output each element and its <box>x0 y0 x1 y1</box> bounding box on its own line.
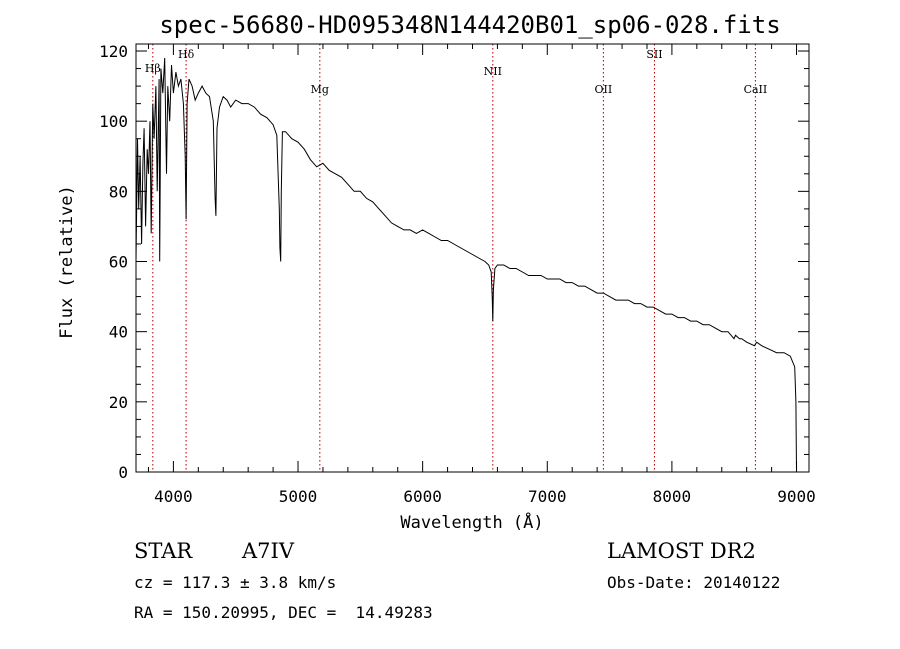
x-tick-label: 6000 <box>403 487 442 506</box>
x-tick-label: 4000 <box>154 487 193 506</box>
y-axis-label: Flux (relative) <box>57 185 77 339</box>
spectral-line-label: SII <box>646 48 662 61</box>
y-tick-label: 20 <box>109 393 128 412</box>
spectral-line-label: OII <box>595 83 613 96</box>
y-tick-label: 120 <box>99 42 128 61</box>
class-label: STAR <box>134 539 193 563</box>
y-tick-label: 60 <box>109 253 128 272</box>
obs-date-text: Obs-Date: 20140122 <box>607 573 781 592</box>
x-axis-label: Wavelength (Å) <box>400 511 543 533</box>
x-tick-label: 8000 <box>653 487 692 506</box>
plot-frame <box>135 43 810 473</box>
x-tick-label: 7000 <box>528 487 567 506</box>
spectral-line-label: Hδ <box>178 48 195 61</box>
spectral-line-label: Hβ <box>145 62 161 75</box>
y-tick-label: 80 <box>109 182 128 201</box>
coordinates-text: RA = 150.20995, DEC = 14.49283 <box>134 603 433 622</box>
spectral-line-label: NII <box>484 65 502 78</box>
subclass-label: A7IV <box>242 539 294 563</box>
x-tick-label: 9000 <box>777 487 816 506</box>
spectral-line-label: CaII <box>744 83 768 96</box>
y-tick-label: 100 <box>99 112 128 131</box>
axis-ticks: 4000 5000 6000 7000 8000 9000 0 20 40 60 80 100 120 <box>99 42 816 506</box>
spectral-line-label: Mg <box>311 83 329 96</box>
chart-title: spec-56680-HD095348N144420B01_sp06-028.f… <box>159 11 780 39</box>
x-tick-label: 5000 <box>279 487 318 506</box>
redshift-text: cz = 117.3 ± 3.8 km/s <box>134 573 337 592</box>
spectrum-line <box>135 57 797 473</box>
y-tick-label: 0 <box>118 463 128 482</box>
spectral-line-markers: Hβ Hδ Mg NII OII SII CaII <box>145 44 767 472</box>
y-tick-label: 40 <box>109 323 128 342</box>
survey-label: LAMOST DR2 <box>607 539 756 563</box>
